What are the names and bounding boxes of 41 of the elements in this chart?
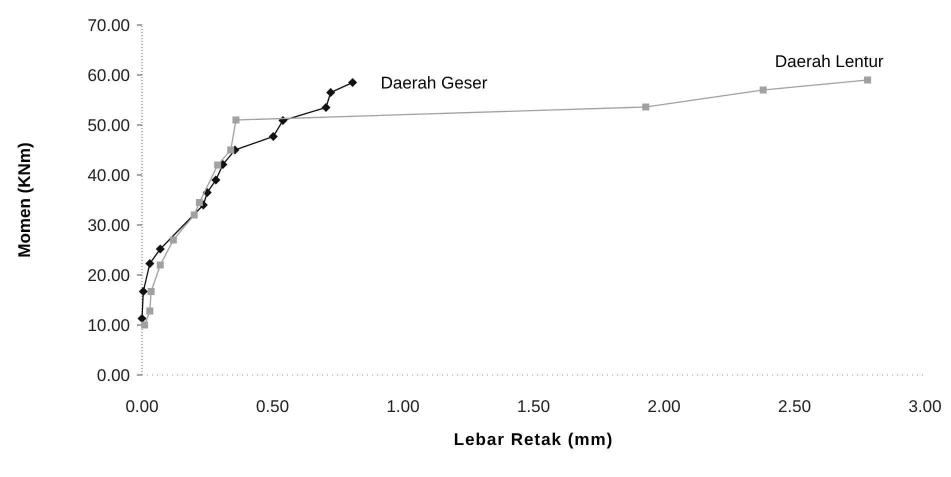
series-label: Daerah Lentur [774,52,884,71]
point [145,259,154,268]
x-tick-label: 1.00 [386,397,420,416]
y-axis-title: Momen (KNm) [15,142,34,258]
point [322,103,331,112]
point [214,162,222,168]
series-label: Daerah Geser [380,74,488,92]
point [760,86,767,94]
point [326,88,336,97]
point [156,262,164,268]
y-tick-label: 20.00 [87,266,130,285]
point [146,308,154,314]
point [156,244,165,254]
point [232,116,240,124]
x-tick-label: 2.00 [647,397,681,416]
point [268,132,278,141]
point [196,199,203,206]
point [190,212,198,218]
point [141,322,148,328]
y-tick-label: 70.00 [87,16,130,35]
point [864,76,872,84]
x-tick-label: 0.50 [256,397,290,416]
y-tick-label: 10.00 [87,316,130,335]
x-tick-label: 3.00 [908,397,942,416]
point [227,146,234,154]
point [138,287,148,296]
point [348,78,358,87]
point [211,176,220,184]
y-tick-label: 0.00 [96,366,130,385]
point [642,104,650,110]
x-tick-label: 0.00 [125,397,159,416]
point [138,314,146,323]
y-tick-label: 60.00 [87,66,130,85]
point [170,236,177,244]
y-tick-label: 50.00 [87,116,130,135]
x-tick-label: 1.50 [516,397,550,416]
y-tick-label: 40.00 [87,166,130,185]
x-axis-title: Lebar Retak (mm) [454,430,614,449]
point [148,288,155,295]
y-tick-label: 30.00 [87,216,130,235]
x-tick-label: 2.50 [778,397,812,416]
